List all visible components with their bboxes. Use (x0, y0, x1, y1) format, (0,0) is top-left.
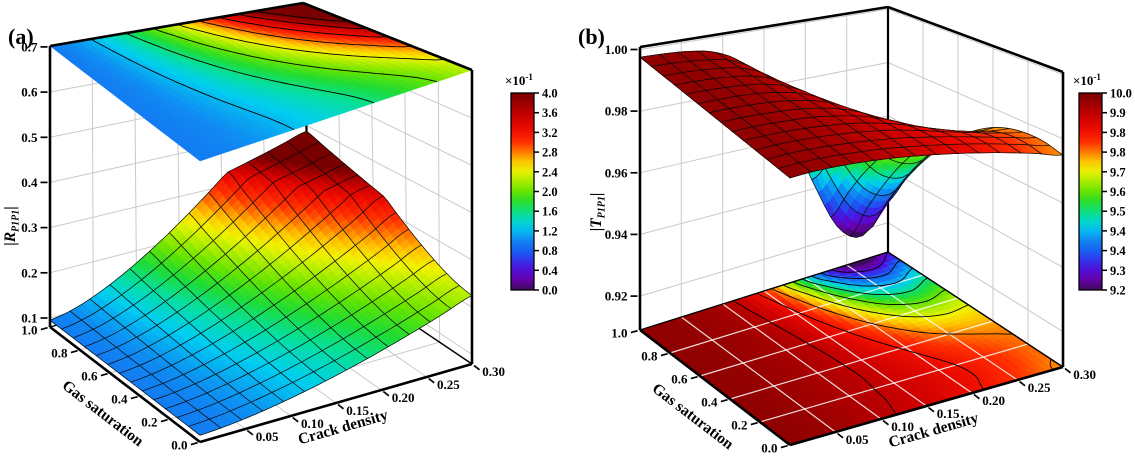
crack-tick-label: 0.30 (482, 364, 505, 379)
colorbar-tick-label: 9.5 (1110, 205, 1126, 219)
colorbar-scale-title: ×10-1 (1073, 72, 1101, 88)
colorbar-tick-label: 0.4 (542, 264, 558, 278)
colorbar-tick-label: 0.0 (542, 284, 558, 298)
crack-axis-title: Crack density (296, 406, 390, 448)
crack-tick-label: 0.05 (846, 432, 869, 447)
axis-ticks-labels: 0.1 0.2 0.3 0.4 0.5 0.6 0.7 1.0 0.8 0.6 0.4 0.2 0.0 0… (21, 39, 505, 452)
surface-plot-b: 0.92 0.94 0.96 0.98 1.00 1.0 0.8 0.6 0.4 0.2 0.0 0.… (578, 5, 1132, 456)
crack-tick-label: 0.10 (301, 416, 324, 431)
crack-tick-label: 0.20 (392, 390, 415, 405)
surface-mesh (639, 50, 1065, 238)
z-axis-title: |RP1P1| (2, 206, 22, 245)
gas-tick-label: 1.0 (611, 326, 627, 341)
surface-plot-a: 0.1 0.2 0.3 0.4 0.5 0.6 0.7 1.0 0.8 0.6 0.4 0.2 0.0 0… (2, 1, 558, 453)
crack-axis-title: Crack density (887, 409, 981, 451)
colorbar: 10.0 9.9 9.8 9.8 9.7 9.6 9.5 9.4 9.4 9.3 9.2 ×10-1 (1073, 72, 1132, 298)
z-tick-label: 0.96 (605, 165, 628, 180)
gas-tick-label: 0.6 (81, 369, 98, 384)
crack-tick-label: 0.10 (891, 419, 914, 434)
z-tick-label: 0.94 (605, 227, 628, 242)
z-tick-label: 0.3 (21, 220, 38, 235)
crack-tick-label: 0.15 (346, 403, 369, 418)
crack-tick-label: 0.25 (1028, 380, 1051, 395)
colorbar-tick-label: 9.4 (1110, 244, 1126, 258)
surface-mesh (49, 130, 473, 436)
gas-tick-label: 0.0 (761, 441, 777, 456)
colorbar-tick-label: 9.4 (1110, 224, 1126, 238)
crack-tick-label: 0.25 (437, 377, 460, 392)
colorbar-tick-label: 3.6 (542, 106, 558, 120)
z-axis-title: |TP1P1| (588, 193, 608, 232)
axis-ticks-labels: 0.92 0.94 0.96 0.98 1.00 1.0 0.8 0.6 0.4 0.2 0.0 0.… (605, 42, 1096, 456)
z-tick-label: 0.2 (21, 265, 37, 280)
z-tick-label: 0.92 (605, 289, 628, 304)
colorbar-tick-label: 9.8 (1110, 146, 1126, 160)
axis-box-frame (48, 1, 474, 444)
colorbar-tick-label: 1.2 (542, 224, 558, 238)
crack-tick-label: 0.20 (982, 393, 1005, 408)
colorbar-tick-label: 2.8 (542, 146, 558, 160)
colorbar-tick-label: 9.2 (1110, 284, 1126, 298)
colorbar: 4.0 3.6 3.2 2.8 2.4 2.0 1.6 1.2 0.8 0.4 0.0 ×10-1 (505, 72, 558, 298)
axis-box-frame (638, 5, 1065, 447)
panel-label: (b) (578, 24, 605, 49)
crack-tick-label: 0.15 (937, 406, 960, 421)
colorbar-tick-label: 3.2 (542, 126, 558, 140)
floor-contour-projection (639, 251, 1064, 446)
gas-tick-label: 1.0 (21, 323, 37, 338)
colorbar-tick-label: 1.6 (542, 205, 558, 219)
colorbar-tick-label: 10.0 (1110, 87, 1132, 101)
colorbar-tick-label: 2.0 (542, 185, 558, 199)
z-tick-label: 0.5 (21, 130, 38, 145)
gas-tick-label: 0.4 (111, 392, 128, 407)
gas-tick-label: 0.4 (701, 395, 718, 410)
colorbar-tick-label: 9.6 (1110, 185, 1126, 199)
colorbar-tick-label: 9.7 (1110, 165, 1126, 179)
panel-label: (a) (8, 24, 34, 49)
top-contour-projection (49, 2, 473, 162)
colorbar-tick-label: 0.8 (542, 244, 558, 258)
colorbar-scale-title: ×10-1 (505, 72, 533, 88)
gas-tick-label: 0.2 (141, 415, 157, 430)
crack-tick-label: 0.30 (1073, 367, 1096, 382)
colorbar-tick-label: 9.8 (1110, 126, 1126, 140)
z-tick-label: 0.7 (21, 39, 38, 54)
z-tick-label: 1.00 (605, 42, 628, 57)
colorbar-tick-label: 4.0 (542, 87, 558, 101)
gas-tick-label: 0.6 (671, 372, 688, 387)
colorbar-tick-label: 9.3 (1110, 264, 1126, 278)
z-tick-label: 0.1 (21, 311, 37, 326)
gas-tick-label: 0.8 (641, 349, 658, 364)
z-tick-label: 0.4 (21, 175, 38, 190)
gas-tick-label: 0.2 (731, 418, 747, 433)
crack-tick-label: 0.05 (256, 429, 279, 444)
colorbar-tick-label: 2.4 (542, 165, 558, 179)
gas-tick-label: 0.0 (171, 438, 187, 453)
gas-tick-label: 0.8 (51, 346, 68, 361)
z-tick-label: 0.6 (21, 85, 38, 100)
z-tick-label: 0.98 (605, 104, 628, 119)
colorbar-tick-label: 9.9 (1110, 106, 1126, 120)
